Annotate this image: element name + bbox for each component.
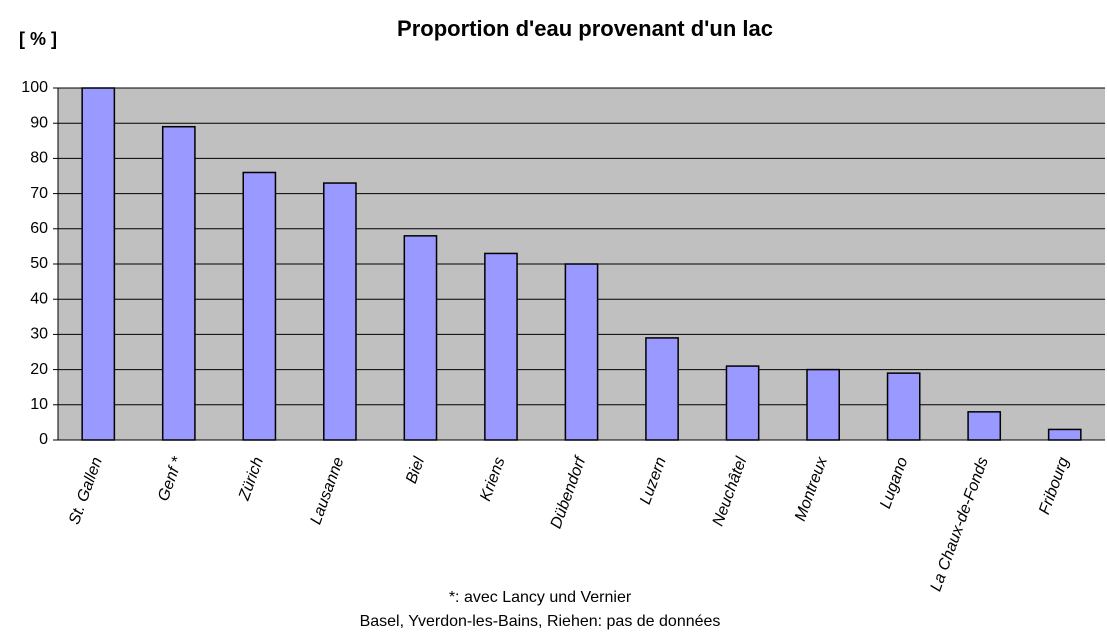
- x-tick-label: Montreux: [792, 454, 831, 523]
- y-tick-label: 20: [30, 361, 48, 378]
- bar: [967, 411, 1002, 441]
- footnote: Basel, Yverdon-les-Bains, Riehen: pas de…: [360, 613, 721, 630]
- bar: [403, 235, 438, 441]
- bar: [806, 368, 840, 441]
- y-tick-label: 40: [30, 290, 48, 307]
- footnote: *: avec Lancy und Vernier: [449, 589, 632, 606]
- x-tick-label: Neuchâtel: [710, 455, 751, 529]
- y-tick-label: 80: [30, 150, 48, 167]
- x-tick-label: Kriens: [477, 455, 509, 503]
- y-tick-label: 50: [30, 255, 48, 272]
- y-tick-label: 70: [30, 185, 48, 202]
- y-tick-label: 30: [30, 326, 48, 343]
- bar: [323, 182, 357, 441]
- bar: [161, 125, 196, 441]
- y-axis-label: [ % ]: [19, 29, 57, 49]
- bar: [564, 263, 599, 441]
- bar: [242, 171, 277, 441]
- x-tick-label: St. Gallen: [66, 455, 106, 527]
- bar: [81, 87, 116, 441]
- chart-title: Proportion d'eau provenant d'un lac: [397, 16, 773, 41]
- bar: [484, 252, 518, 441]
- x-tick-label: La Chaux-de-Fonds: [928, 455, 992, 594]
- x-tick-label: Zürich: [236, 455, 268, 504]
- y-tick-label: 10: [30, 396, 48, 413]
- x-tick-label: Fribourg: [1036, 455, 1072, 517]
- x-tick-label: Lausanne: [308, 455, 348, 527]
- x-tick-label: Lugano: [877, 455, 911, 511]
- x-tick-label: Luzern: [637, 455, 670, 507]
- x-tick-label: Genf *: [155, 454, 187, 503]
- bar: [725, 365, 760, 441]
- bar: [886, 372, 921, 441]
- x-tick-label: Biel: [403, 455, 428, 486]
- x-tick-label: Dübendorf: [548, 454, 590, 531]
- bar: [645, 337, 679, 441]
- bar: [1047, 428, 1082, 441]
- y-tick-label: 90: [30, 114, 48, 131]
- y-tick-label: 100: [21, 79, 48, 96]
- y-tick-label: 60: [30, 220, 48, 237]
- y-tick-label: 0: [39, 431, 48, 448]
